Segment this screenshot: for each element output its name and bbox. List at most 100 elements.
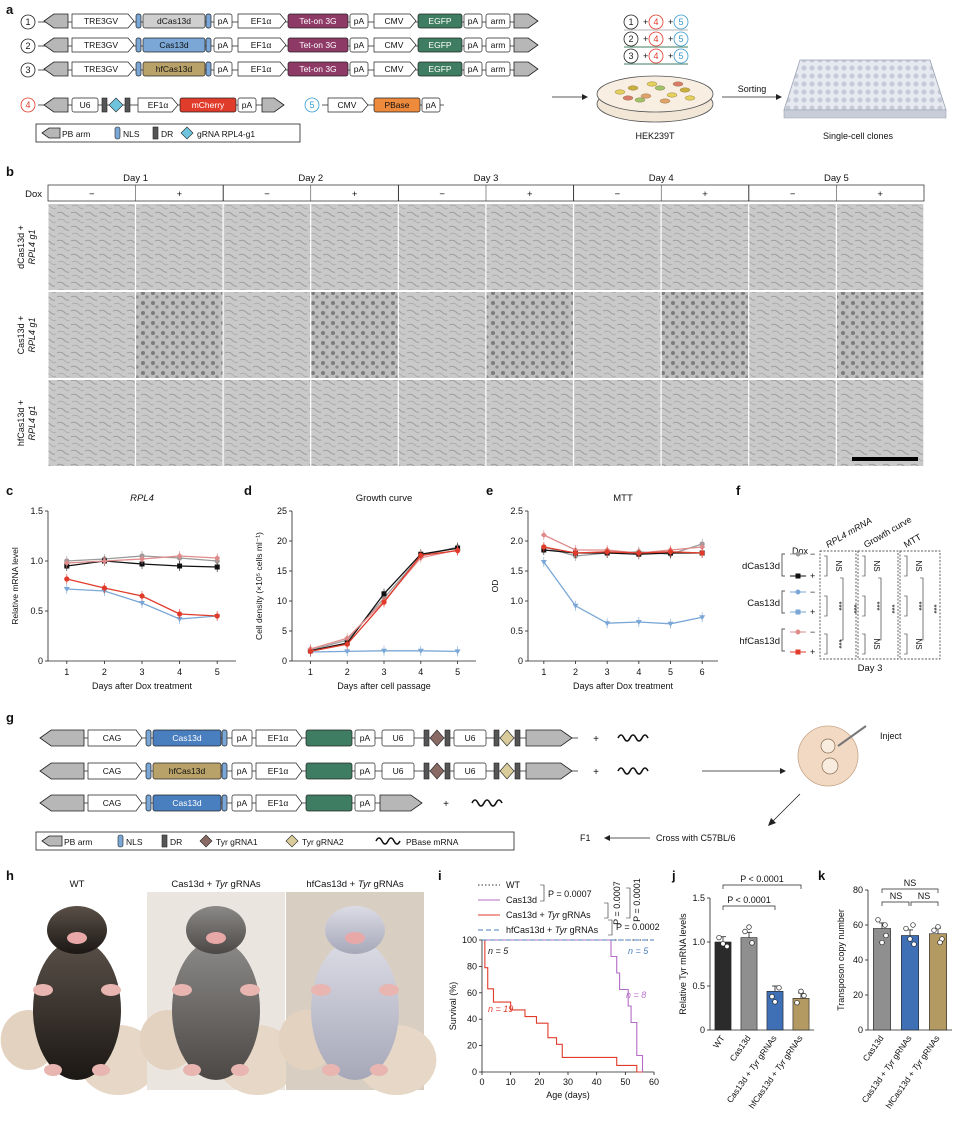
data-point	[139, 556, 145, 562]
data-point	[63, 560, 70, 566]
y-axis-label: Survival (%)	[448, 982, 458, 1031]
legend-sign: −	[810, 627, 815, 637]
mouse-photo-1	[0, 892, 159, 1095]
u6-label: U6	[465, 766, 476, 776]
teton-box	[287, 13, 349, 29]
cas-gene-label: hfCas13d	[169, 766, 206, 776]
pa-box	[354, 794, 376, 812]
mouse-paw-icon	[231, 1064, 249, 1076]
nls-icon	[221, 794, 228, 812]
dr-icon	[514, 762, 521, 780]
micrograph	[574, 292, 661, 378]
cell-icon	[640, 93, 652, 99]
ef1a-box	[255, 729, 303, 747]
grna-icon	[180, 126, 194, 140]
data-point	[344, 635, 351, 642]
cas-gene-box	[142, 37, 206, 53]
data-point	[540, 560, 547, 565]
mouse-body-icon	[33, 940, 121, 1080]
cag-label: CAG	[103, 733, 121, 743]
arm-box	[485, 37, 511, 53]
data-point	[454, 649, 461, 655]
stat-bracket-long	[878, 577, 882, 641]
micrograph	[223, 292, 311, 378]
panel-g-constructs: CAG Cas13d pA EF1α pA U6 U6 + CAG hfCas13d pA EF1α p…	[35, 725, 902, 851]
legend-pbase: PBase mRNA	[406, 837, 459, 847]
y-tick-label: 2.5	[510, 506, 523, 516]
stat-bracket	[904, 633, 908, 655]
mcherry-box	[179, 97, 237, 113]
dox-sign: +	[702, 189, 708, 200]
pb-arm-icon	[43, 13, 69, 29]
panel-k-bar: 0 20 40 60 80 Transposon copy number Cas13dCas…	[836, 878, 952, 1110]
y-tick-label: 0.5	[30, 606, 43, 616]
pb-arm-icon	[39, 729, 85, 747]
dox-label: Dox	[25, 189, 42, 200]
bracket	[781, 590, 785, 614]
needle-icon	[837, 725, 867, 747]
legend-pb-arm: PB arm	[64, 837, 92, 847]
cas-gene-label: dCas13d	[157, 16, 191, 26]
construct-number: 2	[25, 41, 30, 51]
x-tick-label: 3	[605, 667, 610, 677]
x-tick-label: 5	[215, 667, 220, 677]
cell-icon	[614, 89, 626, 95]
egfp-box	[305, 729, 353, 747]
construct-row-4: 4 U6 EF1α mCherry pA 5 CMV PBase pA	[20, 97, 444, 113]
cag-label: CAG	[103, 766, 121, 776]
cell-icon	[622, 95, 634, 101]
grna2-icon	[499, 762, 515, 780]
cmv-label: CMV	[385, 40, 404, 50]
pbase-mrna-icon	[617, 767, 649, 775]
teton-box	[287, 61, 349, 77]
cas-gene-box	[142, 13, 206, 29]
replicate-dot	[716, 934, 722, 941]
stat-bracket	[824, 595, 828, 617]
promoter-box	[71, 37, 135, 53]
plus: +	[668, 51, 673, 61]
x-tick-label: Cas13d + Tyr gRNAs	[860, 1033, 914, 1104]
dr-icon	[514, 729, 521, 747]
group-label: hfCas13d	[739, 636, 780, 647]
pa-label: pA	[242, 100, 253, 110]
stat-bracket	[824, 633, 828, 655]
data-point	[214, 613, 220, 619]
x-tick-label: Cas13d	[861, 1033, 886, 1063]
legend-g: PB arm NLS DR Tyr gRNA1 Tyr gRNA2 PBase mRNA	[35, 831, 515, 851]
arrow-head-icon	[604, 835, 610, 841]
micrograph	[749, 380, 836, 466]
bar	[766, 990, 784, 1031]
pa-box	[349, 13, 369, 29]
nls-icon	[145, 762, 152, 780]
pa-label: pA	[218, 16, 229, 26]
clones-label: Single-cell clones	[823, 131, 894, 141]
cross-label: Cross with C57BL/6	[656, 833, 736, 843]
pa-box	[231, 794, 253, 812]
u6-box	[71, 97, 99, 113]
nls-icon	[205, 13, 212, 29]
construct-number-icon	[673, 31, 689, 47]
micrograph	[749, 204, 836, 290]
legend-grna1: Tyr gRNA1	[216, 837, 258, 847]
replicate-dot	[772, 999, 778, 1005]
y-tick-label: 60	[853, 920, 863, 930]
nls-icon	[117, 834, 124, 848]
nls-icon	[205, 61, 212, 77]
pbase-mrna-icon	[617, 734, 649, 742]
cell-icon	[659, 98, 671, 104]
f1-label: F1	[580, 833, 591, 843]
mouse-paw-icon	[101, 984, 121, 996]
panel-h-mice: WT Cas13d + Tyr gRNAs hfCas13d + Tyr gRNAs	[0, 879, 437, 1095]
y-tick-label: 20	[277, 536, 287, 546]
data-point	[177, 611, 183, 617]
micrograph	[398, 380, 486, 466]
pb-arm-icon	[513, 37, 539, 53]
bracket	[781, 553, 785, 577]
y-tick-label: 25	[277, 506, 287, 516]
y-tick-label: 0	[700, 1025, 705, 1035]
y-tick-label: 40	[853, 955, 863, 965]
plus: +	[593, 734, 599, 745]
dashed-box	[899, 550, 941, 660]
micrograph	[136, 380, 223, 466]
legend-sign: +	[810, 571, 815, 581]
